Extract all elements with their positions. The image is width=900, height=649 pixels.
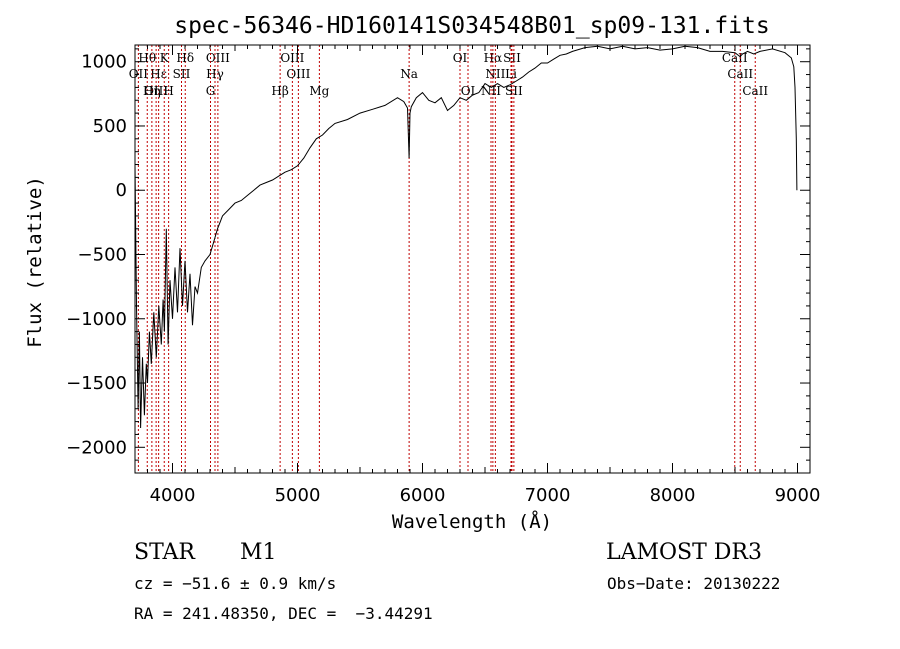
y-axis: −2000 −1500 −1000 −500 0 500 1000 [66, 48, 810, 474]
x-tick-label: 6000 [400, 485, 446, 506]
object-subclass: M1 [240, 540, 277, 565]
spectral-line-label: G [206, 84, 216, 98]
spectral-line-label: Hθ [138, 51, 156, 65]
redshift-velocity: cz = −51.6 ± 0.9 km/s [134, 574, 337, 593]
spectral-line-label: OII [129, 67, 149, 81]
spectral-line-label: Hβ [271, 84, 288, 98]
spectral-line-label: CaII [742, 84, 768, 98]
spectral-line-label: NII [485, 67, 505, 81]
x-tick-label: 5000 [275, 485, 321, 506]
x-tick-label: 4000 [150, 485, 196, 506]
x-tick-label: 8000 [650, 485, 696, 506]
spectral-line-label: CaII [727, 67, 753, 81]
ra-dec: RA = 241.48350, DEC = −3.44291 [134, 604, 433, 623]
spectral-line-label: Mg [309, 84, 329, 98]
y-tick-label: −2000 [66, 437, 127, 458]
spectral-line-label: OIII [206, 51, 230, 65]
spectral-line-label: OI [461, 84, 476, 98]
y-tick-label: 500 [93, 116, 127, 137]
object-class: STAR [134, 540, 195, 565]
spectral-line-markers: Hθ OII OIII Hε K Hη H Hδ SII OIII Hγ G OIII OIII Hβ Mg N… [129, 45, 768, 473]
x-axis-label: Wavelength (Å) [392, 510, 552, 533]
x-tick-label: 7000 [525, 485, 571, 506]
spectral-line-label: SII [503, 51, 521, 65]
spectral-line-label: OIII [280, 51, 304, 65]
y-tick-label: −1000 [66, 309, 127, 330]
spectral-line-label: OIII [286, 67, 310, 81]
survey-name: LAMOST DR3 [606, 540, 762, 565]
y-tick-label: 0 [116, 180, 127, 201]
spectral-line-label: SII [173, 67, 191, 81]
spectral-line-label: Hδ [176, 51, 194, 65]
spectral-line-label: H [163, 84, 173, 98]
x-axis: 4000 5000 6000 7000 8000 9000 [134, 45, 821, 506]
spectral-line-label: K [160, 51, 170, 65]
spectral-line-label: Hα [484, 51, 503, 65]
chart-title: spec-56346-HD160141S034548B01_sp09-131.f… [174, 13, 769, 39]
spectral-line-label: OIII [144, 84, 168, 98]
spectral-line-label: SII [505, 84, 523, 98]
spectral-line-label: Hη [143, 84, 161, 98]
observation-date: Obs−Date: 20130222 [607, 574, 781, 593]
spectral-line-label: Na [400, 67, 418, 81]
spectral-line-label: Hγ [206, 67, 224, 81]
spectral-line-label: NII [481, 84, 501, 98]
y-tick-label: 1000 [81, 52, 127, 73]
plot-frame [134, 44, 811, 474]
x-tick-label: 9000 [775, 485, 821, 506]
spectrum-line [134, 45, 798, 429]
spectral-line-label: Li [505, 67, 517, 81]
y-axis-label: Flux (relative) [24, 176, 46, 348]
y-tick-label: −500 [78, 245, 127, 266]
spectral-line-label: Hε [150, 67, 167, 81]
spectral-line-label: OI [453, 51, 468, 65]
y-tick-label: −1500 [66, 373, 127, 394]
